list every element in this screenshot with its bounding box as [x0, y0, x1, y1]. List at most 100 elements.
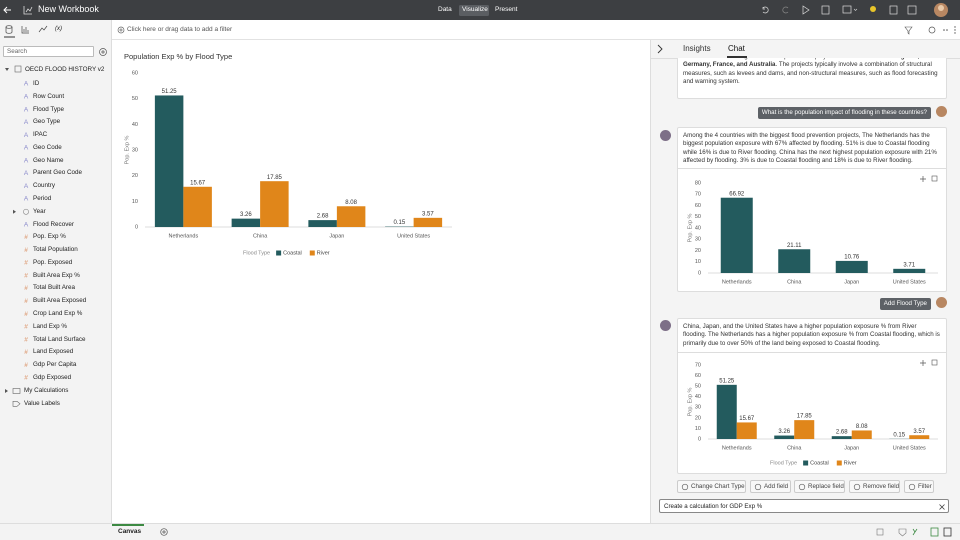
- action-button[interactable]: Add field: [750, 480, 791, 493]
- field[interactable]: Total Population: [33, 246, 78, 254]
- top-bar: New Workbook Data Visualize Present: [0, 0, 960, 20]
- add-icon[interactable]: [920, 176, 926, 182]
- y-tick-label: 50: [132, 96, 138, 102]
- tab[interactable]: Data: [438, 6, 452, 13]
- action-button[interactable]: Remove field: [849, 480, 900, 493]
- y-tick-label: 40: [695, 394, 701, 400]
- y-tick-label: 0: [135, 224, 138, 230]
- insights-icon[interactable]: [870, 6, 876, 12]
- value-label: 21.11: [787, 243, 802, 249]
- action-button[interactable]: Filter: [904, 480, 934, 493]
- search-box[interactable]: Search: [3, 46, 94, 57]
- status-icons: [876, 527, 952, 537]
- tab[interactable]: Visualize: [462, 6, 488, 13]
- field[interactable]: Country: [33, 182, 56, 190]
- field[interactable]: Parent Geo Code: [33, 169, 83, 177]
- field[interactable]: Gdp Exposed: [33, 373, 72, 381]
- collapse-icon[interactable]: [655, 44, 665, 54]
- field-type-icon: A: [24, 93, 29, 100]
- tab[interactable]: Present: [495, 6, 518, 13]
- field[interactable]: Row Count: [33, 92, 65, 100]
- field[interactable]: Built Area Exposed: [33, 297, 87, 305]
- dataset-name[interactable]: OECD FLOOD HISTORY v2: [25, 66, 105, 73]
- add-filter-icon: [117, 26, 125, 34]
- y-tick-label: 10: [132, 199, 138, 205]
- chat-input[interactable]: Create a calculation for GDP Exp %: [659, 499, 949, 513]
- field[interactable]: Built Area Exp %: [33, 271, 80, 279]
- value-label: 17.85: [267, 175, 283, 181]
- y-axis-label: Pop. Exp %: [687, 388, 693, 417]
- action-button[interactable]: Replace field: [794, 480, 845, 493]
- y-tick-label: 10: [695, 426, 701, 432]
- preview-icon[interactable]: [821, 5, 830, 15]
- field[interactable]: Land Exp %: [33, 322, 67, 330]
- dataset-icon: [14, 65, 22, 73]
- legend-swatch: [309, 250, 315, 256]
- field[interactable]: Flood Type: [33, 105, 65, 113]
- folder[interactable]: My Calculations: [24, 387, 69, 394]
- back-icon[interactable]: [3, 6, 11, 14]
- field[interactable]: IPAC: [33, 131, 48, 139]
- field[interactable]: Total Built Area: [33, 284, 76, 292]
- field[interactable]: Year: [33, 207, 46, 215]
- value-label: 3.57: [913, 429, 925, 435]
- action-icon: [908, 483, 916, 491]
- value-label: 3.26: [240, 212, 252, 218]
- bar: [260, 181, 289, 227]
- chat-input-text: Create a calculation for GDP Exp %: [664, 503, 763, 510]
- value-label: 51.25: [162, 89, 178, 95]
- calc-toolbar-label[interactable]: (x): [55, 26, 62, 32]
- canvas-tab[interactable]: Canvas: [118, 528, 142, 535]
- add-canvas-icon[interactable]: [159, 527, 169, 537]
- field[interactable]: Gdp Per Capita: [33, 361, 77, 369]
- field[interactable]: Land Exposed: [33, 348, 74, 356]
- present-icon[interactable]: [842, 5, 852, 14]
- x-tick-label: China: [787, 279, 802, 285]
- panel-tab[interactable]: Chat: [728, 44, 745, 53]
- y-tick-label: 50: [695, 214, 701, 220]
- undo-icon[interactable]: [762, 6, 769, 14]
- y-tick-label: 0: [698, 270, 701, 276]
- field[interactable]: Period: [33, 195, 52, 203]
- field-tree: A A A A A A A A A A A # # # # # # # # # # # # OECD FLOOD HISTOR…: [0, 20, 112, 523]
- field-type-icon: #: [24, 311, 28, 318]
- folder[interactable]: Value Labels: [24, 399, 60, 407]
- field[interactable]: ID: [33, 80, 40, 87]
- dropdown-icon[interactable]: [853, 8, 858, 11]
- bar: [794, 420, 815, 439]
- field[interactable]: Total Land Surface: [33, 335, 86, 343]
- field[interactable]: Crop Land Exp %: [33, 310, 83, 318]
- search-placeholder: Search: [7, 48, 27, 55]
- field[interactable]: Geo Type: [33, 118, 61, 126]
- value-label: 3.57: [422, 211, 434, 217]
- clear-input-icon[interactable]: [938, 503, 946, 511]
- y-tick-label: 30: [695, 237, 701, 243]
- value-label: 66.92: [729, 191, 745, 197]
- legend-swatch: [803, 460, 809, 466]
- filter-bar[interactable]: Click here or drag data to add a filter: [112, 20, 960, 40]
- action-button[interactable]: Change Chart Type: [677, 480, 746, 493]
- active-tab-underline: [727, 56, 747, 58]
- field[interactable]: Pop. Exp %: [33, 233, 66, 241]
- x-tick-label: United States: [893, 445, 926, 451]
- field[interactable]: Flood Recover: [33, 220, 74, 228]
- save-icon[interactable]: [907, 5, 917, 15]
- field[interactable]: Geo Code: [33, 143, 62, 151]
- x-tick-label: United States: [893, 279, 926, 285]
- field[interactable]: Geo Name: [33, 156, 64, 164]
- message-text: Other countries with significant flood p…: [683, 58, 941, 87]
- play-icon[interactable]: [802, 5, 810, 15]
- message-text-part: Other countries with significant flood p…: [683, 58, 870, 60]
- add-data-icon[interactable]: [98, 47, 108, 57]
- bar: [716, 384, 737, 439]
- value-label: 15.67: [739, 416, 755, 422]
- panel-toolbar: [4, 25, 48, 38]
- message-text-part: United Kingdom, Germany, France, and Aus…: [683, 58, 919, 69]
- panel-tab[interactable]: Insights: [683, 44, 711, 53]
- notes-icon[interactable]: [889, 5, 898, 15]
- add-icon[interactable]: [920, 360, 926, 366]
- bar: [720, 197, 753, 273]
- chat-chart: Pop. Exp % 0 10 20 30 40 50 60 70 Netherlands 51.2…: [687, 359, 938, 466]
- redo-icon[interactable]: [782, 6, 789, 14]
- field[interactable]: Pop. Exposed: [33, 258, 73, 266]
